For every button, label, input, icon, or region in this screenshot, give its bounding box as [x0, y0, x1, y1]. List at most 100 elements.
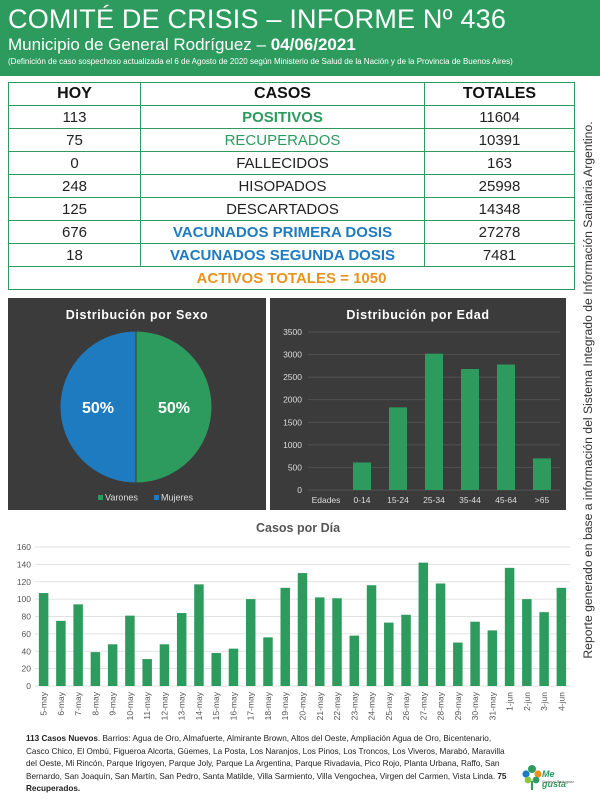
- activos-totales: ACTIVOS TOTALES = 1050: [8, 266, 575, 290]
- header-casos: CASOS: [140, 82, 425, 106]
- table-row: 75 RECUPERADOS 10391: [8, 128, 575, 152]
- total-value: 25998: [424, 174, 575, 198]
- bar: [73, 604, 83, 686]
- x-tick-label: 26-may: [401, 691, 411, 720]
- bar: [142, 659, 152, 686]
- chart-title: Casos por Día: [256, 521, 341, 535]
- x-tick-label: 0-14: [353, 495, 370, 505]
- x-tick-label: 17-may: [246, 691, 256, 720]
- y-tick-label: 2000: [283, 395, 302, 405]
- bar: [384, 622, 394, 686]
- table-row: 18 VACUNADOS SEGUNDA DOSIS 7481: [8, 243, 575, 267]
- bar: [504, 567, 515, 686]
- x-tick-label: 20-may: [298, 691, 308, 720]
- header-totales: TOTALES: [424, 82, 575, 106]
- y-tick-label: 100: [17, 594, 31, 604]
- pie-value-label: 50%: [82, 400, 114, 417]
- sex-distribution-panel: Distribución por Sexo 50% 50% Varones Mujere…: [8, 298, 266, 510]
- y-tick-label: 0: [26, 681, 31, 691]
- x-tick-label: 1-jun: [505, 692, 515, 711]
- legend-label: Mujeres: [161, 493, 194, 503]
- definition-note: (Definición de caso sospechoso actualiza…: [8, 57, 513, 66]
- y-tick-label: 60: [22, 629, 32, 639]
- recovered-summary: 75 Recuperados.: [26, 771, 507, 794]
- x-tick-label: 18-may: [263, 691, 273, 720]
- table-row: 125 DESCARTADOS 14348: [8, 197, 575, 221]
- activos-row: ACTIVOS TOTALES = 1050: [8, 266, 575, 290]
- chart-title: Distribución por Edad: [346, 308, 489, 322]
- table-row: 248 HISOPADOS 25998: [8, 174, 575, 198]
- cases-table: HOY CASOS TOTALES 113 POSITIVOS 11604 75…: [8, 82, 575, 290]
- x-tick-label: 29-may: [453, 691, 463, 720]
- footer-neighborhoods: 113 Casos Nuevos. Barrios: Agua de Oro, …: [26, 733, 512, 796]
- y-tick-label: 3000: [283, 350, 302, 360]
- case-label: HISOPADOS: [140, 174, 425, 198]
- x-tick-label: 6-may: [56, 691, 66, 715]
- hoy-value: 0: [8, 151, 141, 175]
- x-tick-label: 11-may: [142, 691, 152, 719]
- daily-cases-panel: Casos por Día 0 20 40 60 80 100 120 140 160 5-may 6…: [8, 516, 574, 731]
- bar: [90, 652, 101, 686]
- bar: [315, 597, 325, 686]
- x-tick-label: 7-may: [73, 691, 83, 715]
- report-subtitle: Municipio de General Rodríguez – 04/06/2…: [8, 34, 592, 56]
- x-tick-label: 15-may: [211, 691, 221, 720]
- hoy-value: 125: [8, 197, 141, 221]
- me-gusta-logo: Me gusta General Rodríguez: [520, 763, 580, 793]
- municipality-label: Municipio de General Rodríguez –: [8, 35, 271, 54]
- hoy-value: 18: [8, 243, 141, 267]
- bar: [366, 585, 377, 686]
- bar: [263, 637, 273, 686]
- bar: [56, 620, 66, 686]
- x-tick-label: 21-may: [315, 691, 325, 720]
- hoy-value: 676: [8, 220, 141, 244]
- x-tick-label: 9-may: [108, 691, 118, 715]
- legend-swatch: [98, 495, 103, 500]
- total-value: 10391: [424, 128, 575, 152]
- legend-label: Varones: [105, 493, 138, 503]
- report-date: 04/06/2021: [270, 35, 356, 54]
- x-tick-label: 30-may: [470, 691, 480, 720]
- bar: [389, 407, 407, 490]
- bar: [461, 369, 479, 490]
- bar: [556, 587, 567, 686]
- y-tick-label: 0: [297, 485, 302, 495]
- hoy-value: 113: [8, 105, 141, 129]
- logo-subtext: General Rodríguez: [542, 780, 575, 784]
- case-label: VACUNADOS SEGUNDA DOSIS: [140, 243, 425, 267]
- case-label: FALLECIDOS: [140, 151, 425, 175]
- bar: [159, 644, 170, 686]
- table-row: 676 VACUNADOS PRIMERA DOSIS 27278: [8, 220, 575, 244]
- age-distribution-panel: Distribución por Edad 0 500 1000 1500 2000 250…: [270, 298, 566, 510]
- bar: [533, 458, 551, 490]
- source-note-text: Reporte generado en base a información d…: [581, 121, 595, 659]
- total-value: 14348: [424, 197, 575, 221]
- y-tick-label: 2500: [283, 372, 302, 382]
- x-tick-label: 10-may: [125, 691, 135, 720]
- bar: [194, 584, 204, 686]
- bar: [107, 644, 118, 686]
- bar: [401, 614, 411, 686]
- bar: [522, 599, 532, 686]
- y-tick-label: 120: [17, 577, 31, 587]
- bar: [228, 648, 239, 686]
- report-title: COMITÉ DE CRISIS – INFORME Nº 436: [8, 4, 507, 34]
- bar: [497, 364, 515, 490]
- y-tick-label: 3500: [283, 327, 302, 337]
- new-cases-lead: 113 Casos Nuevos: [26, 734, 98, 743]
- header-hoy: HOY: [8, 82, 141, 106]
- x-tick-label: 24-may: [367, 691, 377, 720]
- x-tick-label: 45-64: [495, 495, 517, 505]
- chart-title: Distribución por Sexo: [66, 308, 208, 322]
- sex-pie-chart: Distribución por Sexo 50% 50% Varones Mujere…: [59, 308, 213, 503]
- x-tick-label: 13-may: [177, 691, 187, 720]
- bar: [38, 593, 49, 686]
- bar: [211, 652, 221, 686]
- bar: [539, 612, 549, 686]
- x-tick-label: 19-may: [280, 691, 290, 720]
- x-tick-label: 35-44: [459, 495, 481, 505]
- logo-text: Me gusta: [542, 769, 567, 789]
- bar: [353, 462, 371, 490]
- case-label: DESCARTADOS: [140, 197, 425, 221]
- case-label: RECUPERADOS: [140, 128, 425, 152]
